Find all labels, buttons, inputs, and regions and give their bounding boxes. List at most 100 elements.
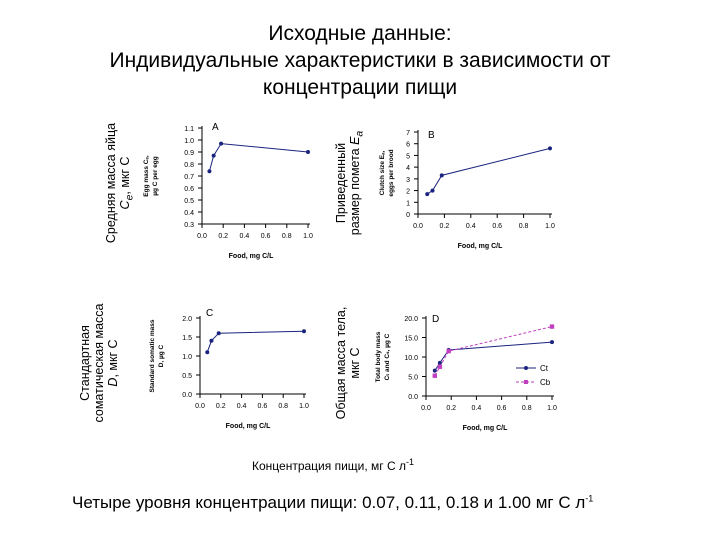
legend-marker-cb: [524, 380, 528, 384]
label-egg-mass-ru: Средняя масса яйца Ce, мкг С: [104, 122, 136, 244]
x-tick-label: 0.4: [466, 223, 476, 230]
data-point-cb: [446, 348, 451, 354]
label-total-mass-ru: Общая масса тела, мкг С: [334, 306, 362, 420]
x-tick-label: 0.6: [261, 233, 271, 240]
x-tick-label: 0.2: [446, 405, 456, 412]
panel-letter-c: C: [206, 308, 213, 319]
x-axis-label-d: Food, mg C/L: [463, 425, 508, 432]
data-point-ct: [432, 368, 437, 373]
panel-letter-b: B: [428, 130, 435, 141]
x-tick-label: 1.0: [299, 403, 309, 410]
legend-label-cb: Cb: [540, 378, 551, 387]
y-tick-label: 20.0: [404, 316, 418, 323]
x-tick-label: 0.0: [421, 405, 431, 412]
y-tick-label: 1.1: [184, 126, 194, 133]
data-point-ea: [439, 173, 444, 178]
title-line-2: Индивидуальные характеристики в зависимо…: [109, 49, 611, 72]
x-tick-label: 0.4: [472, 405, 482, 412]
chart-panel-c: 0.0 0.5 1.0 1.5 2.0 0.0 0.2 0.4 0.6 0.8 1.0 Food, m…: [149, 308, 309, 430]
y-tick-label: 1: [406, 200, 410, 207]
data-point-ce: [306, 150, 310, 154]
y-axis-label-line-1: Egg mass Cₑ,: [143, 155, 150, 197]
y-axis-label-line-1: Standard somatic mass: [149, 319, 156, 392]
y-axis-label-line-2: Cₜ and Cₛ, µg C: [384, 333, 391, 380]
y-axis-label-line-2: µg C per egg: [152, 156, 159, 196]
y-tick-label: 10.0: [404, 355, 418, 362]
y-tick-label: 6: [406, 142, 410, 149]
legend-marker-ct: [524, 366, 528, 370]
data-point-ce: [211, 153, 216, 158]
x-tick-label: 0.6: [258, 403, 268, 410]
chart-panel-b: 0 1 2 3 4 5 6 7 0.0 0.2 0.4 0.6 0.8 1.0 Food, mg C/L Cl…: [379, 130, 555, 250]
x-tick-label: 0.2: [218, 233, 228, 240]
data-point-cb: [437, 364, 443, 369]
y-tick-label: 3: [406, 177, 410, 184]
y-tick-label: 0.0: [182, 392, 192, 399]
y-tick-label: 2: [406, 189, 410, 196]
y-tick-label: 4: [406, 165, 410, 172]
data-point-d: [302, 329, 306, 334]
x-tick-label: 0.0: [195, 403, 205, 410]
y-axis-label-c: Standard somatic mass D, µg C: [149, 319, 165, 392]
title-line-1: Исходные данные:: [268, 22, 452, 45]
y-tick-label: 0.8: [184, 162, 194, 169]
y-tick-label: 1.0: [184, 138, 194, 145]
y-tick-label: 0.5: [184, 198, 194, 205]
y-axis-label-b: Clutch size Eₐ, eggs per brood: [379, 149, 395, 196]
y-tick-label: 5: [406, 153, 410, 160]
x-axis-caption: Концентрация пищи, мг С л-1: [252, 457, 415, 473]
y-tick-label: 0.3: [184, 222, 194, 229]
slide-title: Исходные данные: Индивидуальные характер…: [0, 20, 720, 101]
data-point-ea: [430, 188, 435, 193]
x-tick-label: 0.8: [282, 233, 292, 240]
y-tick-label: 0.5: [182, 373, 192, 380]
data-point-d: [216, 331, 221, 336]
x-tick-label: 0.8: [278, 403, 288, 410]
y-tick-label: 7: [406, 130, 410, 137]
x-tick-label: 1.0: [545, 223, 555, 230]
y-tick-label: 0.9: [184, 150, 194, 157]
x-tick-label: 0.6: [497, 405, 507, 412]
x-tick-label: 0.2: [216, 403, 226, 410]
data-point-ce: [219, 141, 224, 146]
y-tick-label: 1.5: [182, 335, 192, 342]
food-levels-note: Четыре уровня концентрации пищи: 0.07, 0…: [72, 493, 594, 512]
legend-label-ct: Ct: [540, 364, 549, 373]
y-axis-label-line-2: eggs per brood: [388, 149, 395, 196]
data-point-ct: [550, 340, 554, 345]
x-tick-label: 0.6: [492, 223, 502, 230]
series-line-d: [206, 330, 305, 353]
y-axis-label-line-2: D, µg C: [158, 344, 165, 367]
x-tick-label: 0.2: [440, 223, 450, 230]
y-tick-label: 0: [406, 212, 410, 219]
panel-letter-d: D: [432, 314, 439, 325]
y-tick-label: 1.0: [182, 354, 192, 361]
x-tick-label: 1.0: [303, 233, 313, 240]
chart-panel-d: 0.0 5.0 10.0 15.0 20.0 0.0 0.2 0.4 0.6 0.8 1.0 Food…: [375, 314, 557, 432]
y-axis-label-line-1: Total body mass: [375, 331, 382, 382]
data-point-ce: [207, 169, 212, 174]
y-tick-label: 0.0: [408, 394, 418, 401]
series-line-ct: [434, 341, 553, 371]
y-tick-label: 5.0: [408, 375, 418, 382]
series-line-cb: [434, 326, 553, 376]
y-tick-label: 0.6: [184, 186, 194, 193]
y-axis-label-line-1: Clutch size Eₐ,: [379, 150, 386, 195]
x-tick-label: 0.8: [519, 223, 529, 230]
x-axis-label-b: Food, mg C/L: [458, 243, 503, 250]
series-line-ce: [208, 143, 309, 172]
data-point-cb: [432, 373, 438, 378]
y-tick-label: 0.4: [184, 210, 194, 217]
y-tick-label: 15.0: [404, 336, 418, 343]
x-tick-label: 1.0: [547, 405, 557, 412]
label-clutch-size-ru: Приведенный размер помета Ea: [334, 130, 366, 236]
y-axis-label-d: Total body mass Cₜ and Cₛ, µg C: [375, 331, 391, 382]
x-tick-label: 0.8: [522, 405, 532, 412]
data-point-ea: [548, 146, 552, 151]
data-point-cb: [549, 324, 555, 329]
data-point-d: [205, 350, 210, 355]
x-axis-label-a: Food, mg C/L: [229, 253, 274, 260]
x-axis-label-c: Food, mg C/L: [226, 423, 271, 430]
y-axis-label-a: Egg mass Cₑ, µg C per egg: [143, 155, 159, 197]
chart-panel-a: 0.3 0.4 0.5 0.6 0.7 0.8 0.9 1.0 1.1 0.0 0.2 0.4 0.6 0…: [143, 122, 313, 260]
